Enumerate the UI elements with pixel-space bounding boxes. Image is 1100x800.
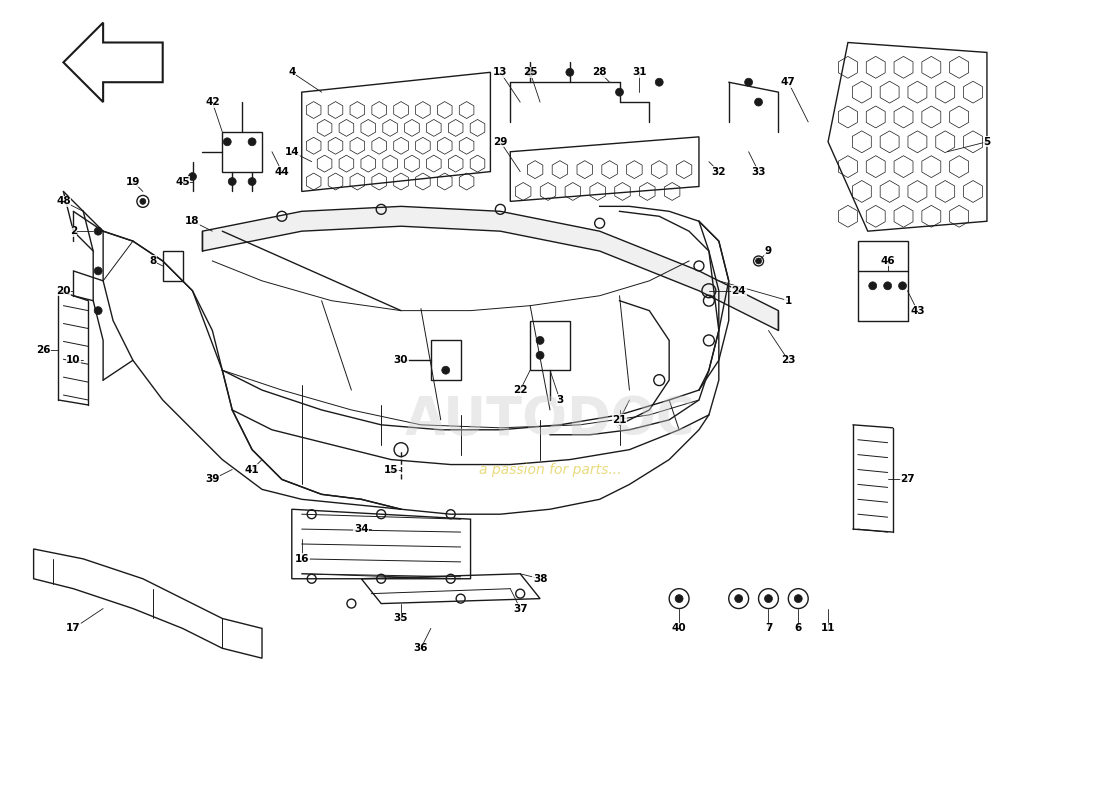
Text: 31: 31 [632, 67, 647, 78]
Text: 47: 47 [781, 78, 795, 87]
Circle shape [735, 594, 743, 602]
Text: 16: 16 [295, 554, 309, 564]
Circle shape [536, 351, 544, 359]
Text: 21: 21 [613, 415, 627, 425]
Circle shape [745, 78, 752, 86]
Text: 13: 13 [493, 67, 507, 78]
Text: 7: 7 [764, 623, 772, 634]
Text: 42: 42 [205, 97, 220, 107]
Text: 26: 26 [36, 346, 51, 355]
Polygon shape [202, 206, 779, 330]
Text: 17: 17 [66, 623, 80, 634]
Text: 24: 24 [732, 286, 746, 296]
Text: 32: 32 [712, 166, 726, 177]
Text: 20: 20 [56, 286, 70, 296]
Circle shape [140, 198, 146, 204]
Text: 44: 44 [275, 166, 289, 177]
Circle shape [565, 68, 574, 76]
Text: 4: 4 [288, 67, 296, 78]
Text: 30: 30 [394, 355, 408, 366]
Circle shape [764, 594, 772, 602]
Text: 37: 37 [513, 603, 528, 614]
Text: 48: 48 [56, 196, 70, 206]
Text: 33: 33 [751, 166, 766, 177]
Text: 18: 18 [185, 216, 200, 226]
Text: 39: 39 [206, 474, 220, 485]
Text: 29: 29 [493, 137, 507, 147]
Text: 14: 14 [285, 146, 299, 157]
Text: 8: 8 [150, 256, 156, 266]
Text: 28: 28 [593, 67, 607, 78]
Circle shape [755, 98, 762, 106]
Text: 6: 6 [794, 623, 802, 634]
Circle shape [794, 594, 802, 602]
Text: 10: 10 [66, 355, 80, 366]
Text: 3: 3 [557, 395, 563, 405]
Text: 35: 35 [394, 614, 408, 623]
Circle shape [229, 178, 236, 186]
Circle shape [188, 173, 197, 181]
Circle shape [526, 68, 535, 76]
Text: 38: 38 [532, 574, 548, 584]
Text: 45: 45 [175, 177, 190, 186]
Circle shape [536, 337, 544, 344]
Circle shape [883, 282, 892, 290]
Circle shape [95, 227, 102, 235]
Circle shape [675, 594, 683, 602]
Circle shape [249, 178, 256, 186]
Text: a passion for parts...: a passion for parts... [478, 462, 622, 477]
Text: 9: 9 [764, 246, 772, 256]
Circle shape [656, 78, 663, 86]
Text: 11: 11 [821, 623, 835, 634]
Circle shape [223, 138, 231, 146]
Text: 25: 25 [522, 67, 538, 78]
Circle shape [95, 306, 102, 314]
Text: 23: 23 [781, 355, 795, 366]
Circle shape [616, 88, 624, 96]
Text: 46: 46 [880, 256, 895, 266]
Text: 1: 1 [784, 296, 792, 306]
Circle shape [869, 282, 877, 290]
Circle shape [249, 138, 256, 146]
Circle shape [95, 267, 102, 275]
Circle shape [756, 258, 761, 264]
Text: 22: 22 [513, 385, 528, 395]
Text: 40: 40 [672, 623, 686, 634]
Circle shape [442, 366, 450, 374]
Text: 43: 43 [910, 306, 925, 316]
Text: 5: 5 [983, 137, 991, 147]
Text: 36: 36 [414, 643, 428, 654]
Text: 2: 2 [69, 226, 77, 236]
Text: 15: 15 [384, 465, 398, 474]
Text: 34: 34 [354, 524, 368, 534]
Circle shape [899, 282, 906, 290]
Text: 41: 41 [245, 465, 260, 474]
Text: 27: 27 [900, 474, 915, 485]
Text: 19: 19 [125, 177, 140, 186]
Text: AUTODOC: AUTODOC [405, 394, 695, 446]
